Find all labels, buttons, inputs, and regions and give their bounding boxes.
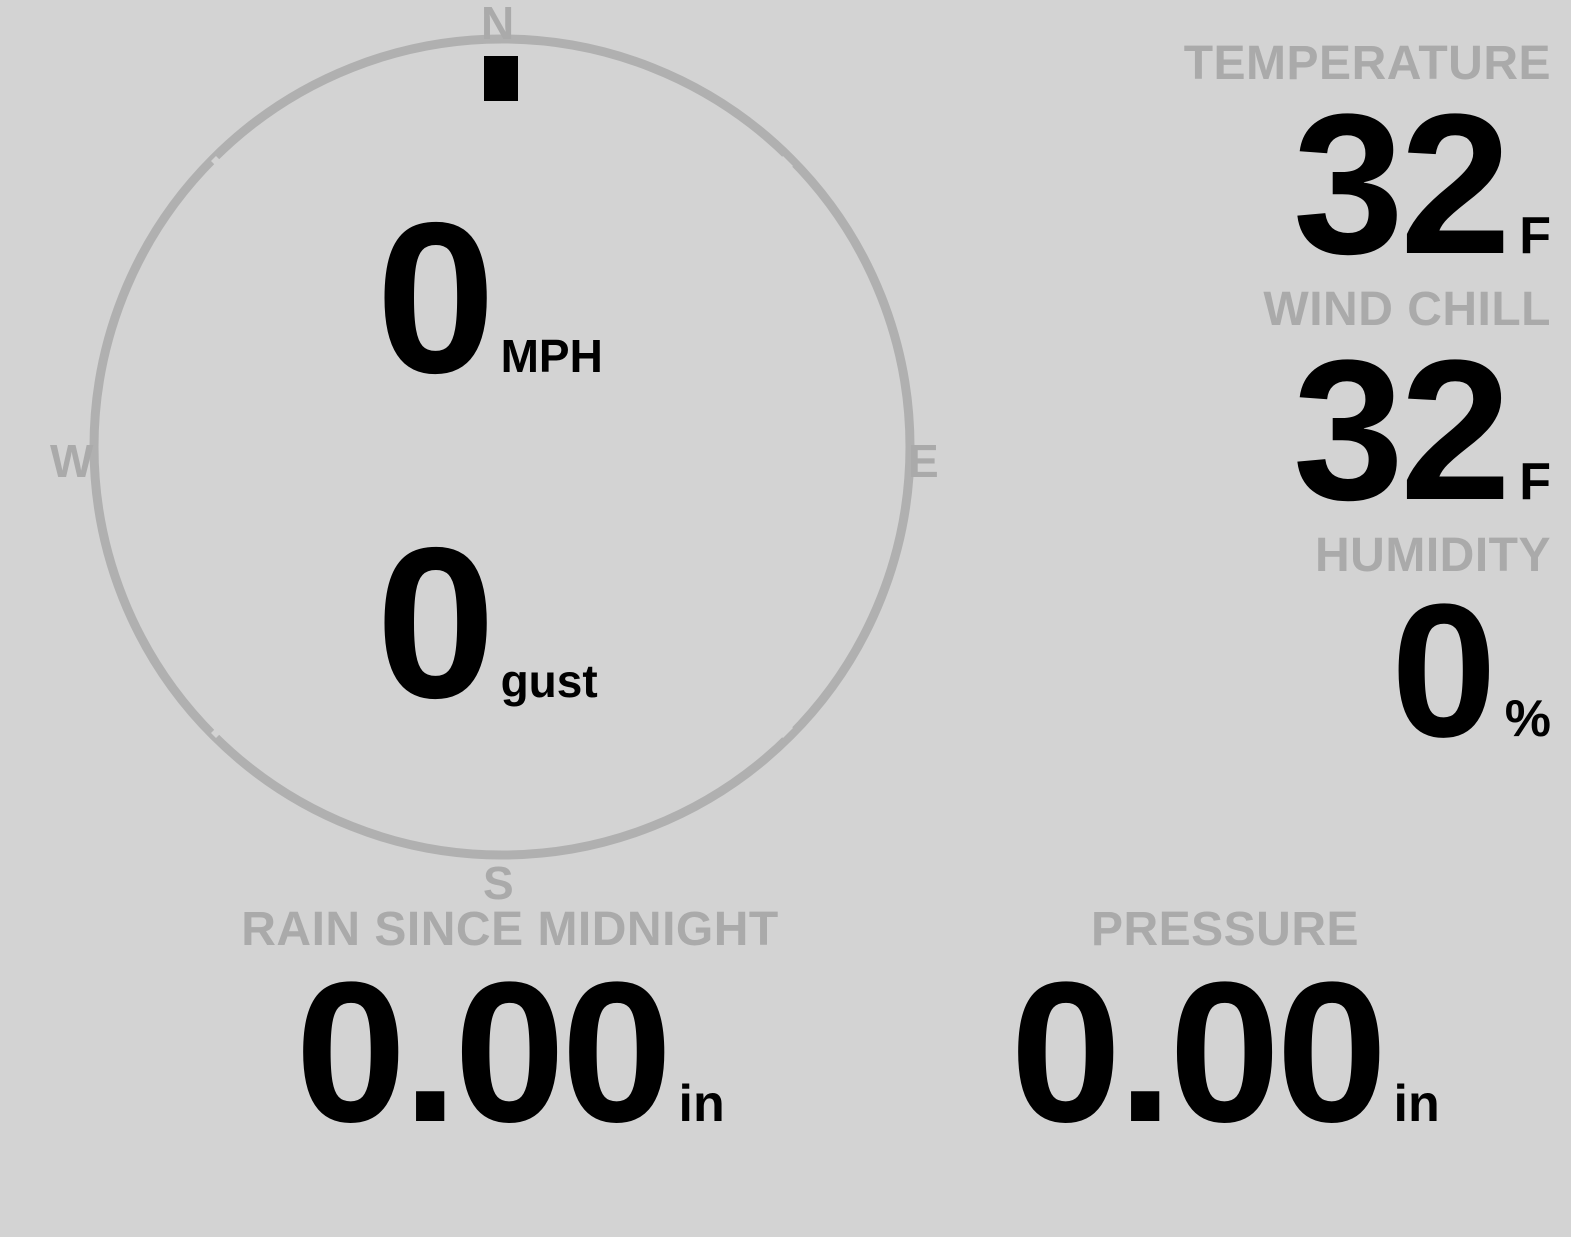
stat-rain-unit: in bbox=[678, 1075, 725, 1134]
stat-wind-chill: WIND CHILL 32 F bbox=[1031, 282, 1551, 542]
wind-gust-value: 0 bbox=[376, 502, 496, 743]
wind-direction-indicator bbox=[484, 56, 518, 101]
wind-gust-unit: gust bbox=[500, 655, 598, 707]
stat-humidity-unit: % bbox=[1504, 690, 1551, 749]
stat-pressure-value-row: 0.00 in bbox=[880, 941, 1570, 1165]
compass-dial-icon bbox=[89, 34, 915, 860]
stat-rain-label: RAIN SINCE MIDNIGHT bbox=[241, 903, 779, 956]
stat-temperature-value-row: 32 F bbox=[1031, 72, 1551, 296]
stat-humidity: HUMIDITY 0 % bbox=[1031, 528, 1551, 778]
stat-temperature-value: 32 bbox=[1292, 72, 1511, 296]
compass-label-south: S bbox=[483, 857, 514, 909]
stat-pressure: PRESSURE 0.00 in bbox=[880, 903, 1570, 1165]
stat-rain-since-midnight: RAIN SINCE MIDNIGHT 0.00 in bbox=[130, 903, 890, 1165]
stat-wind-chill-value-row: 32 F bbox=[1031, 318, 1551, 542]
wind-compass-gauge: N E S W 0 MPH 0 gust bbox=[0, 0, 1005, 920]
compass-label-north: N bbox=[481, 0, 515, 49]
stat-temperature-label: TEMPERATURE bbox=[1183, 37, 1551, 90]
wind-speed-value: 0 bbox=[376, 177, 496, 418]
stat-temperature: TEMPERATURE 32 F bbox=[1031, 37, 1551, 296]
wind-speed-unit: MPH bbox=[500, 330, 603, 382]
stat-pressure-label: PRESSURE bbox=[1090, 903, 1360, 956]
stat-humidity-value: 0 bbox=[1391, 565, 1497, 778]
stat-pressure-value: 0.00 bbox=[1010, 941, 1387, 1165]
stat-humidity-value-row: 0 % bbox=[1031, 565, 1551, 778]
stat-wind-chill-label: WIND CHILL bbox=[1263, 282, 1551, 336]
stat-rain-value: 0.00 bbox=[295, 941, 672, 1165]
stat-wind-chill-value: 32 bbox=[1292, 318, 1511, 542]
stat-pressure-unit: in bbox=[1393, 1075, 1440, 1134]
wind-speed-readout: 0 MPH bbox=[376, 190, 603, 405]
stat-rain-value-row: 0.00 in bbox=[130, 941, 890, 1165]
compass-label-west: W bbox=[50, 435, 94, 487]
stat-wind-chill-unit: F bbox=[1519, 452, 1551, 511]
stat-humidity-label: HUMIDITY bbox=[1315, 528, 1551, 582]
stats-column: TEMPERATURE 32 F WIND CHILL 32 F HUMIDIT… bbox=[1031, 37, 1551, 778]
wind-gust-readout: 0 gust bbox=[376, 515, 598, 730]
compass-label-east: E bbox=[908, 435, 939, 487]
stat-temperature-unit: F bbox=[1519, 206, 1551, 265]
